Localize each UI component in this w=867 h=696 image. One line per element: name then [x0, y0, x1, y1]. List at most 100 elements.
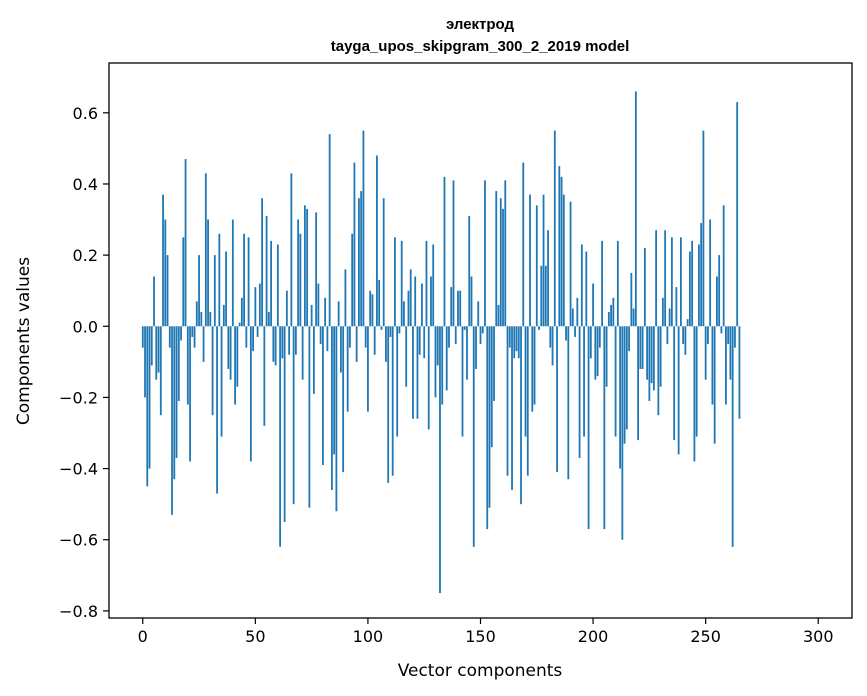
- bars-group: [141, 91, 741, 594]
- chart-title: электрод: [446, 16, 515, 33]
- bar: [567, 326, 570, 480]
- bar: [641, 326, 644, 369]
- bar: [321, 326, 324, 466]
- bar: [310, 304, 313, 327]
- bar: [452, 180, 455, 327]
- bar: [360, 191, 363, 327]
- bar: [549, 326, 552, 348]
- bar: [670, 237, 673, 327]
- bar: [562, 194, 565, 327]
- bar: [342, 326, 345, 473]
- bar: [290, 173, 293, 327]
- bar: [738, 326, 741, 419]
- bar: [497, 304, 500, 327]
- bar: [574, 326, 576, 337]
- bar: [702, 130, 705, 327]
- bar: [141, 326, 144, 348]
- bar: [416, 326, 419, 419]
- bar: [684, 326, 687, 355]
- bar: [376, 155, 378, 327]
- bar: [716, 276, 718, 327]
- bar: [468, 215, 471, 327]
- chart-subtitle: tayga_upos_skipgram_300_2_2019 model: [331, 38, 630, 55]
- bar: [488, 326, 491, 508]
- bar: [335, 326, 338, 512]
- bar: [504, 180, 507, 327]
- x-axis-label: Vector components: [398, 661, 563, 681]
- bar: [470, 276, 473, 327]
- bar: [229, 326, 232, 380]
- bar: [319, 326, 322, 345]
- bar: [711, 326, 714, 405]
- bar: [725, 326, 727, 405]
- bar: [450, 287, 453, 327]
- y-tick-label: 0.6: [73, 104, 98, 123]
- x-tick-label: 50: [245, 627, 265, 646]
- bar: [486, 326, 489, 530]
- y-tick-label: −0.4: [59, 460, 98, 479]
- bar: [679, 237, 682, 327]
- bar: [191, 326, 194, 337]
- bar: [682, 326, 685, 345]
- bar: [553, 130, 556, 327]
- bar: [576, 297, 579, 327]
- bar: [211, 326, 214, 416]
- bar: [238, 322, 241, 327]
- bar: [614, 326, 617, 437]
- bar: [513, 326, 516, 359]
- bar: [506, 326, 509, 476]
- bar: [182, 237, 185, 327]
- bar: [675, 287, 678, 327]
- bar: [499, 198, 502, 327]
- bar: [382, 198, 385, 327]
- bar: [517, 326, 520, 359]
- bar: [423, 326, 426, 359]
- bar: [736, 102, 739, 327]
- bar: [693, 326, 696, 462]
- bar: [380, 326, 383, 330]
- bar: [430, 276, 432, 327]
- bar: [695, 326, 698, 437]
- bar: [299, 233, 302, 327]
- bar: [225, 251, 227, 327]
- bar: [598, 326, 601, 348]
- bar: [202, 326, 205, 362]
- bar: [394, 237, 396, 327]
- bar: [220, 326, 223, 437]
- bar: [650, 326, 653, 384]
- bar: [294, 326, 297, 355]
- bar: [594, 326, 597, 380]
- y-axis-label: Components values: [14, 257, 34, 425]
- bar: [729, 326, 732, 380]
- bar: [218, 233, 221, 327]
- bar: [346, 326, 349, 412]
- bar: [288, 326, 291, 355]
- bar: [306, 208, 309, 327]
- bar: [479, 326, 482, 345]
- bar: [686, 319, 689, 327]
- bar: [389, 326, 392, 337]
- bar: [722, 205, 725, 327]
- bar: [146, 326, 149, 487]
- bar: [364, 326, 367, 348]
- bar: [526, 326, 529, 476]
- bar: [477, 301, 480, 327]
- bar: [704, 326, 707, 380]
- bar: [351, 233, 354, 327]
- bar: [405, 326, 408, 387]
- bar: [621, 326, 624, 540]
- bar: [607, 312, 610, 327]
- bar: [508, 326, 511, 348]
- bar: [652, 326, 655, 391]
- bar: [279, 326, 282, 547]
- x-tick-label: 150: [465, 627, 496, 646]
- bar: [657, 326, 660, 416]
- bar: [162, 194, 164, 327]
- bar: [612, 297, 615, 327]
- bar: [542, 194, 545, 327]
- bar: [664, 230, 667, 327]
- bar: [691, 240, 694, 327]
- bar: [583, 326, 585, 437]
- bar: [522, 162, 525, 327]
